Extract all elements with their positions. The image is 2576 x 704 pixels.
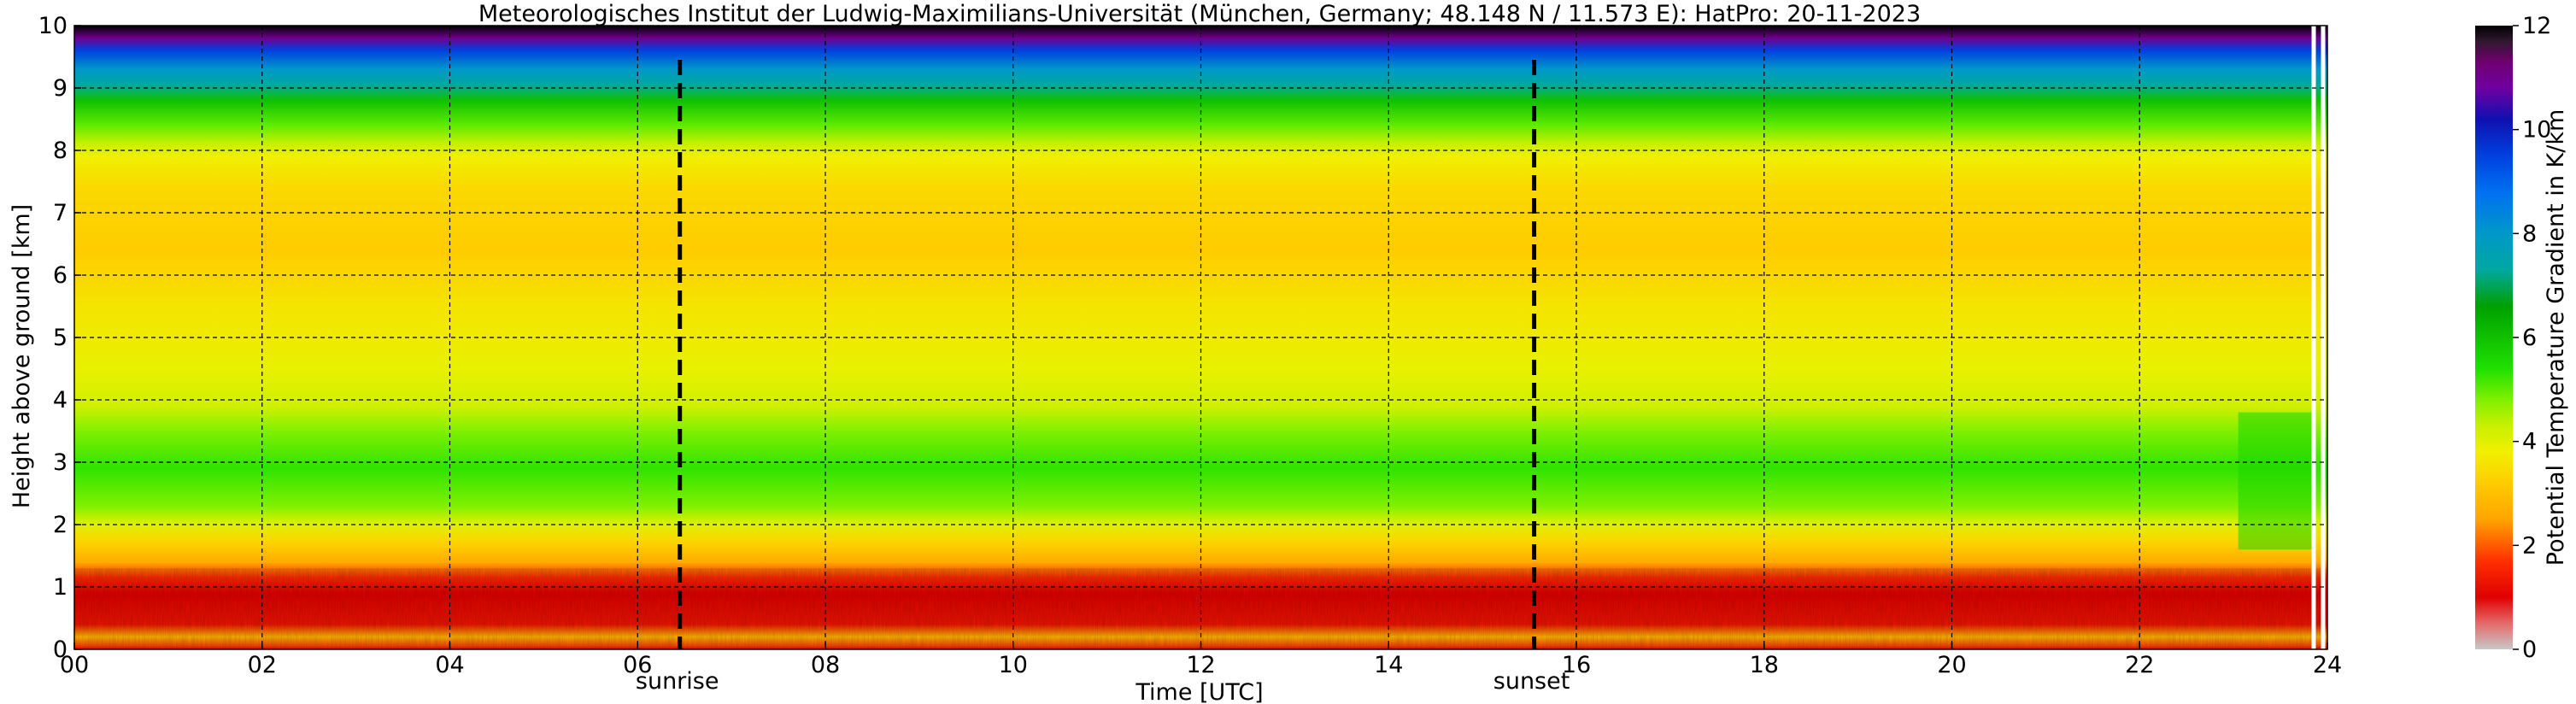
- event-lines: [678, 60, 1537, 649]
- x-tick-label: 20: [1937, 652, 1966, 678]
- x-tick-label: 16: [1562, 652, 1591, 678]
- y-tick-label: 2: [53, 512, 67, 538]
- x-tick-label: 14: [1374, 652, 1403, 678]
- x-tick-label: 06: [623, 652, 652, 678]
- x-axis-ticks: 00 02 04 06 08 10 12 14 16 18 20 22 24: [60, 642, 2342, 678]
- y-tick-label: 0: [53, 637, 67, 663]
- colorbar-label: Potential Temperature Gradient in K/km: [2543, 109, 2569, 566]
- x-axis-label: Time [UTC]: [1135, 679, 1263, 704]
- y-tick-label: 9: [53, 75, 67, 102]
- x-tick-label: 10: [999, 652, 1028, 678]
- y-tick-label: 5: [53, 325, 67, 351]
- colorbar-tick-label: 6: [2522, 325, 2537, 351]
- x-tick-label: 02: [248, 652, 277, 678]
- y-tick-label: 6: [53, 262, 67, 289]
- colorbar-tick-label: 2: [2522, 532, 2537, 559]
- heatmap-late-day-segment: [2238, 412, 2314, 550]
- colorbar-scale: [2475, 26, 2513, 649]
- x-tick-label: 08: [811, 652, 840, 678]
- colorbar: 0 2 4 6 8 10 12 Potential Temperature Gradient…: [2475, 13, 2569, 663]
- y-axis-ticks: 0 1 2 3 4 5 6 7 8 9 10: [38, 13, 81, 663]
- y-tick-label: 7: [53, 200, 67, 226]
- colorbar-ticks: 0 2 4 6 8 10 12: [2513, 13, 2551, 663]
- colorbar-tick-label: 10: [2522, 117, 2551, 144]
- sunset-label: sunset: [1493, 668, 1570, 695]
- colorbar-tick-label: 0: [2522, 637, 2537, 663]
- y-tick-label: 1: [53, 574, 67, 601]
- x-tick-label: 12: [1186, 652, 1215, 678]
- sunrise-label: sunrise: [636, 668, 719, 695]
- y-tick-label: 8: [53, 138, 67, 164]
- x-tick-label: 04: [435, 652, 464, 678]
- x-tick-label: 24: [2313, 652, 2342, 678]
- chart-title: Meteorologisches Institut der Ludwig-Max…: [478, 1, 1921, 27]
- grid-horizontal: [74, 87, 2327, 588]
- colorbar-tick-label: 12: [2522, 13, 2551, 39]
- x-tick-label: 22: [2125, 652, 2154, 678]
- y-tick-label: 4: [53, 387, 67, 414]
- x-tick-label: 00: [60, 652, 89, 678]
- y-axis-label: Height above ground [km]: [9, 204, 35, 508]
- y-tick-label: 10: [38, 13, 67, 39]
- plot-area: [73, 25, 2328, 650]
- y-tick-label: 3: [53, 449, 67, 476]
- x-tick-label: 18: [1750, 652, 1779, 678]
- event-labels: sunrise sunset: [636, 668, 1570, 695]
- colorbar-tick-label: 8: [2522, 220, 2537, 247]
- colorbar-tick-label: 4: [2522, 429, 2537, 455]
